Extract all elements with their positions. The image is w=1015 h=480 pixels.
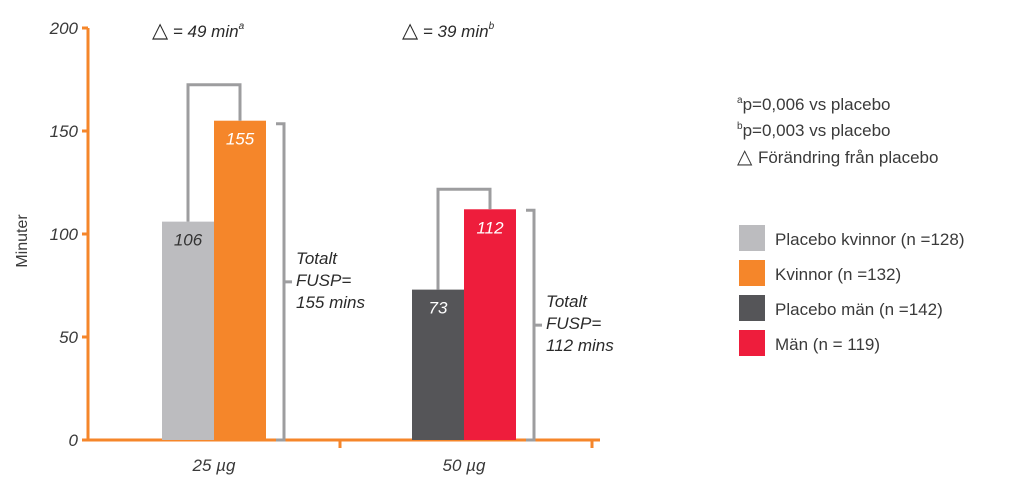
bar <box>214 120 266 440</box>
footnote: △ Förändring från placebo <box>737 146 938 168</box>
legend-label: Placebo män (n =142) <box>775 300 943 319</box>
total-label: FUSP= <box>546 314 601 333</box>
bar <box>162 221 214 440</box>
total-label: Totalt <box>296 249 338 268</box>
footnote: bp=0,003 vs placebo <box>737 121 890 140</box>
delta-annotation: △ = 39 minb <box>402 19 495 42</box>
y-tick-label: 200 <box>49 19 79 38</box>
legend-label: Placebo kvinnor (n =128) <box>775 230 964 249</box>
y-tick-label: 0 <box>69 431 79 450</box>
legend-label: Män (n = 119) <box>775 335 880 354</box>
total-bracket <box>526 208 536 442</box>
total-label: 112 mins <box>546 336 614 355</box>
legend-label: Kvinnor (n =132) <box>775 265 901 284</box>
total-label: 155 mins <box>296 293 365 312</box>
y-tick-label: 50 <box>59 328 78 347</box>
legend-swatch <box>739 260 765 286</box>
bar <box>464 209 516 440</box>
legend-swatch <box>739 295 765 321</box>
total-label: Totalt <box>546 292 588 311</box>
x-category-label: 50 µg <box>443 456 486 475</box>
x-category-label: 25 µg <box>192 456 236 475</box>
total-bracket <box>276 122 286 442</box>
legend-swatch <box>739 225 765 251</box>
difference-bracket <box>186 83 242 222</box>
y-tick-label: 150 <box>50 122 79 141</box>
y-axis-label: Minuter <box>14 214 31 268</box>
legend-swatch <box>739 330 765 356</box>
bar-value-label: 106 <box>174 231 203 250</box>
difference-bracket <box>436 187 492 290</box>
bar <box>412 289 464 440</box>
bar-value-label: 73 <box>429 299 448 318</box>
y-tick-label: 100 <box>50 225 79 244</box>
bar-value-label: 112 <box>476 218 504 237</box>
footnote: ap=0,006 vs placebo <box>737 95 890 114</box>
bar-value-label: 155 <box>226 130 255 149</box>
delta-annotation: △ = 49 mina <box>152 19 245 42</box>
total-label: FUSP= <box>296 271 351 290</box>
